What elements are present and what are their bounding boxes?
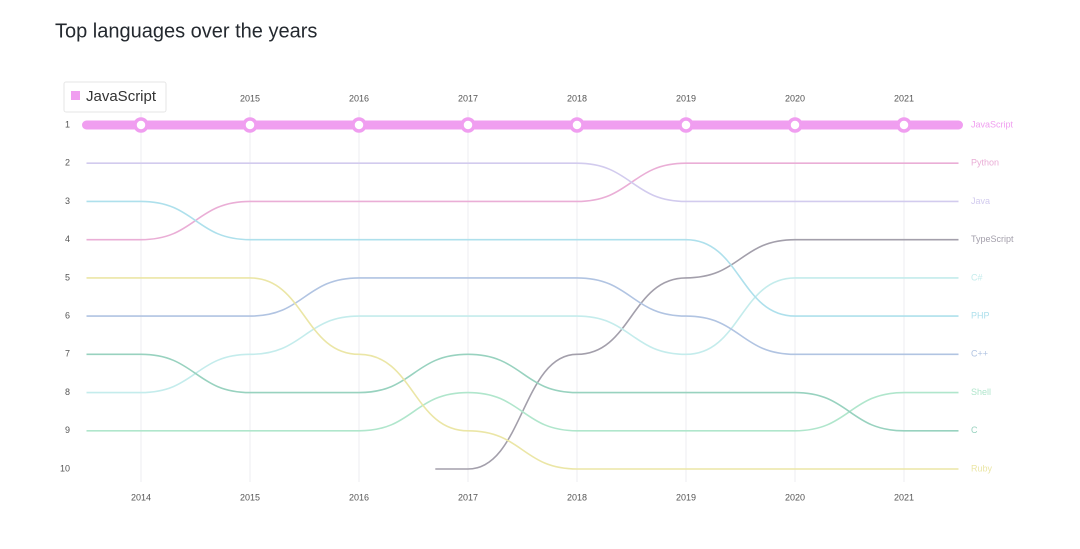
x-tick-label: 2014 [131,492,151,502]
point [678,117,694,133]
series-line [86,200,959,317]
y-tick-label: 5 [65,272,70,282]
x-tick-label: 2019 [676,93,696,103]
y-tick-label: 10 [60,463,70,473]
series-label: C [971,425,978,435]
tooltip-box [63,81,167,113]
x-tick-label: 2018 [567,492,587,502]
legend-swatch [71,91,80,100]
series-label: Java [971,196,990,206]
x-tick-label: 2015 [240,492,260,502]
y-tick-label: 8 [65,387,70,397]
x-tick-label: 2017 [458,93,478,103]
y-tick-label: 1 [65,119,70,129]
series-label: JavaScript [971,119,1014,129]
series-line [435,238,959,470]
series-label: C# [971,272,983,282]
x-tick-label: 2018 [567,93,587,103]
series-label: Python [971,158,999,168]
x-tick-label: 2017 [458,492,478,502]
series-line [86,353,959,432]
series-label: Ruby [971,463,993,473]
series-label: C++ [971,349,988,359]
tooltip: JavaScript [63,81,167,113]
x-tick-label: 2019 [676,492,696,502]
series-label: PHP [971,310,990,320]
series-line [86,277,959,394]
series-line [86,277,959,356]
x-tick-label: 2020 [785,93,805,103]
series-line [86,277,959,470]
y-tick-label: 6 [65,310,70,320]
point [242,117,258,133]
x-tick-label: 2016 [349,93,369,103]
point [896,117,912,133]
y-tick-label: 7 [65,349,70,359]
series-label: Shell [971,387,991,397]
tooltip-label: JavaScript [86,88,157,105]
x-tick-label: 2015 [240,93,260,103]
y-tick-label: 3 [65,196,70,206]
y-tick-label: 4 [65,234,70,244]
y-tick-label: 2 [65,158,70,168]
x-tick-label: 2021 [894,492,914,502]
point [460,117,476,133]
series-label: TypeScript [971,234,1014,244]
point [351,117,367,133]
x-tick-label: 2020 [785,492,805,502]
x-tick-label: 2021 [894,93,914,103]
series-line [86,391,959,432]
chart-title: Top languages over the years [55,20,317,42]
x-tick-label: 2016 [349,492,369,502]
point [133,117,149,133]
y-tick-label: 9 [65,425,70,435]
point [569,117,585,133]
point [787,117,803,133]
series-line [86,162,959,241]
series-line [86,162,959,203]
